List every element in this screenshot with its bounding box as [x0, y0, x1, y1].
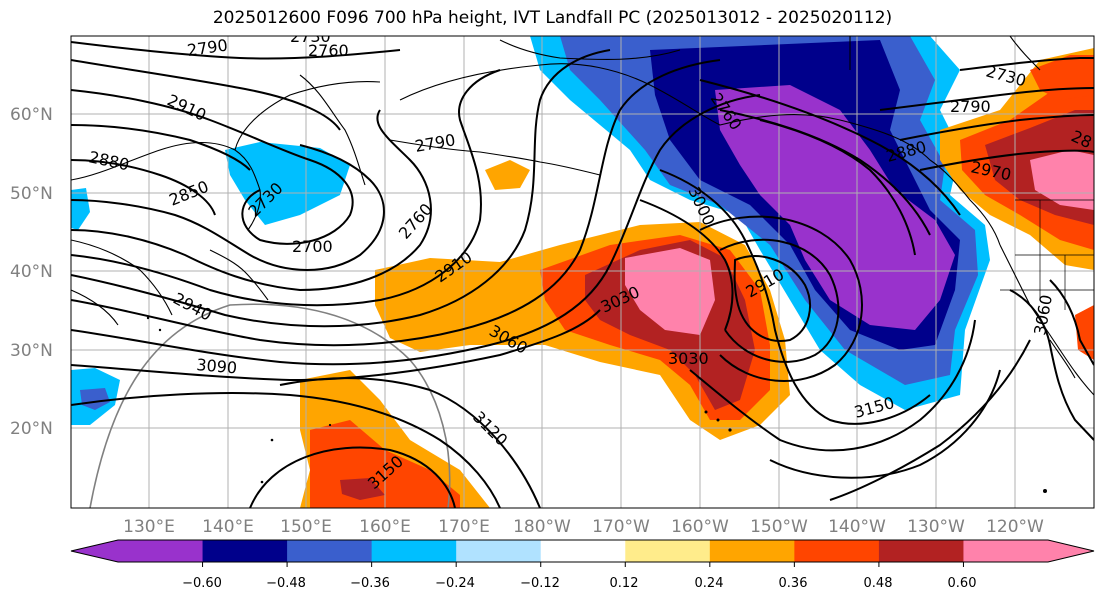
map-area: 2790 2760 2730 2910 2880 2850 2730 2700 …: [71, 27, 1094, 508]
colorbar-extend-high: [1048, 540, 1094, 562]
coast-alaska-north: [499, 39, 681, 61]
coast-korea-china: [71, 239, 173, 316]
colorbar-segment: [118, 540, 204, 562]
negative-region-strongest: [715, 85, 955, 330]
contour-label: 3090: [196, 355, 238, 377]
lon-label: 170°E: [438, 517, 490, 537]
positive-region-east-core: [1030, 150, 1094, 210]
map-title: 2025012600 F096 700 hPa height, IVT Land…: [212, 8, 893, 28]
coast-baja: [1049, 339, 1076, 379]
lat-label: 60°N: [10, 105, 53, 125]
colorbar-tick-label: 0.48: [864, 576, 893, 591]
lon-label: 160°E: [359, 517, 411, 537]
lat-label: 30°N: [10, 341, 53, 361]
lon-label: 180°W: [513, 517, 571, 537]
coast-japan: [209, 249, 269, 301]
lat-label: 20°N: [10, 419, 53, 439]
height-contours: [71, 41, 1094, 508]
colorbar: −0.60 −0.48 −0.36 −0.24 −0.12 0.12 0.24 …: [70, 539, 1095, 591]
coast-alaska: [399, 63, 1001, 246]
colorbar-tick-label: 0.24: [695, 576, 724, 591]
contour-label: 2760: [308, 41, 349, 60]
colorbar-outline: [70, 539, 1095, 563]
coast-asia-north: [71, 142, 261, 231]
positive-region-strongest: [625, 248, 715, 335]
colorbar-ticks: [202, 562, 964, 567]
coast-aleutians: [389, 139, 601, 176]
colorbar-segment: [625, 540, 711, 562]
lon-label: 150°E: [280, 517, 332, 537]
colorbar-extend-low: [71, 540, 118, 562]
lon-label: 150°W: [750, 517, 808, 537]
contour-label: 2730: [290, 27, 331, 46]
graticule: [71, 36, 1094, 508]
colorbar-segment: [709, 540, 795, 562]
colorbar-tick-label: 0.36: [779, 576, 808, 591]
longitude-labels: 130°E 140°E 150°E 160°E 170°E 180°W 170°…: [123, 517, 1044, 537]
contour-label: 2790: [186, 35, 229, 59]
contour-label: 2790: [950, 97, 991, 116]
map-frame: [70, 35, 1095, 509]
positive-region-small: [485, 160, 530, 190]
contour-label: 3030: [668, 349, 709, 368]
lon-label: 140°E: [202, 517, 254, 537]
lon-label: 130°W: [907, 517, 965, 537]
contour-label: 2700: [292, 237, 333, 256]
colorbar-segment: [287, 540, 373, 562]
colorbar-tick-label: −0.60: [182, 576, 222, 591]
colorbar-tick-label: 0.12: [610, 576, 639, 591]
coast-ne-interior: [849, 36, 1041, 71]
reference-arc: [89, 303, 451, 508]
colorbar-segment: [371, 540, 457, 562]
colorbar-segment: [963, 540, 1049, 562]
lon-label: 140°W: [828, 517, 886, 537]
lon-label: 130°E: [123, 517, 175, 537]
coastlines: [71, 36, 1094, 396]
lon-label: 170°W: [592, 517, 650, 537]
colorbar-tick-label: 0.60: [948, 576, 977, 591]
colorbar-tick-label: −0.48: [266, 576, 306, 591]
colorbar-segment: [540, 540, 626, 562]
lat-label: 50°N: [10, 184, 53, 204]
colorbar-segment: [456, 540, 542, 562]
colorbar-tick-label: −0.36: [350, 576, 390, 591]
colorbar-segments: [70, 539, 1095, 563]
colorbar-tick-labels: −0.60 −0.48 −0.36 −0.24 −0.12 0.12 0.24 …: [182, 576, 976, 591]
lat-label: 40°N: [10, 262, 53, 282]
islands: [146, 316, 1047, 493]
colorbar-tick-label: −0.24: [435, 576, 475, 591]
positive-region-south-core: [340, 478, 385, 500]
colorbar-segment: [202, 540, 288, 562]
colorbar-segment: [794, 540, 880, 562]
lon-label: 120°W: [986, 517, 1044, 537]
colorbar-segment: [878, 540, 965, 562]
negative-region-sw-core: [80, 388, 110, 410]
positive-region-se: [1075, 305, 1094, 360]
colorbar-tick-label: −0.12: [520, 576, 560, 591]
coast-kamchatka: [299, 74, 366, 186]
latitude-labels: 60°N 50°N 40°N 30°N 20°N: [10, 105, 53, 439]
lon-label: 160°W: [671, 517, 729, 537]
coast-okhotsk: [234, 81, 381, 151]
negative-region-edge: [71, 188, 90, 230]
